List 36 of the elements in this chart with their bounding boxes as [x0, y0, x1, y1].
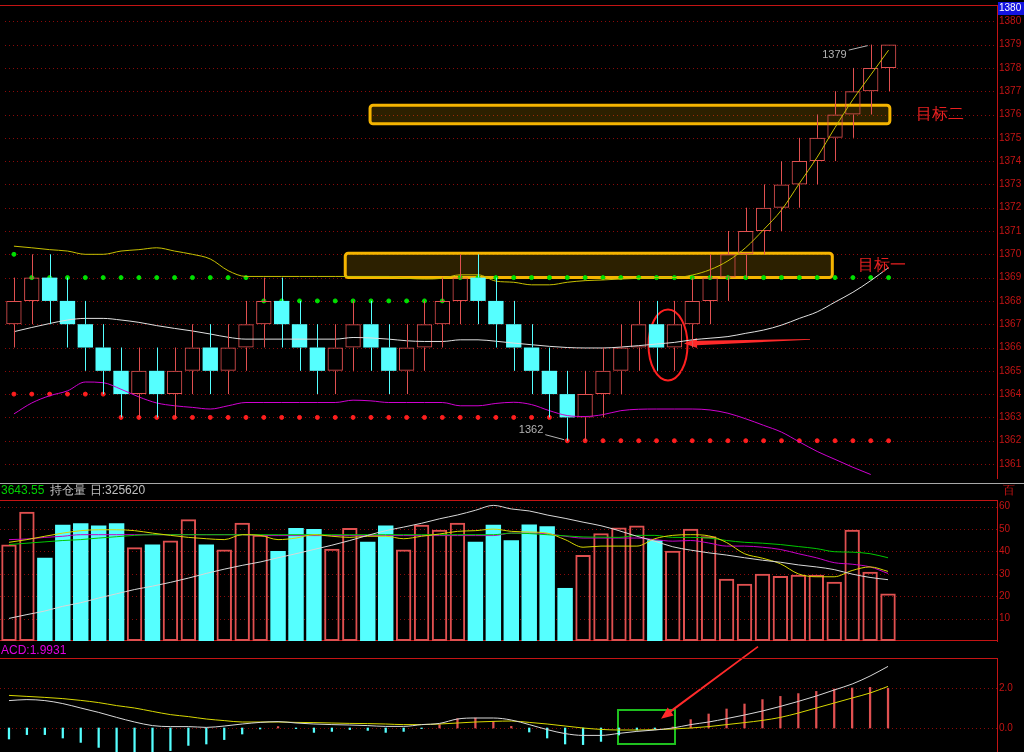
text: 持仓量 日:325620 — [50, 483, 146, 498]
annotation: 1362 — [518, 422, 544, 435]
y-tick-label: 60 — [999, 500, 1011, 512]
y-tick-label: 1367 — [999, 317, 1022, 329]
band-label: 目标一 — [858, 255, 907, 273]
y-tick-label: 20 — [999, 589, 1011, 601]
y-tick-label: 1363 — [999, 411, 1022, 423]
y-tick-label: 1368 — [999, 294, 1022, 306]
y-tick-label: 1375 — [999, 131, 1022, 143]
y-tick-label: 1370 — [999, 248, 1022, 260]
y-tick-label: 30 — [999, 567, 1011, 579]
y-tick-label: 2.0 — [999, 681, 1014, 693]
annotation: 1379 — [822, 47, 847, 60]
y-tick-label: 1369 — [999, 271, 1022, 283]
y-tick-label: 1362 — [999, 434, 1022, 446]
text: ACD:1.9931 — [1, 643, 67, 658]
y-tick-label: 1365 — [999, 364, 1022, 376]
y-tick-label: 1372 — [999, 201, 1022, 213]
y-tick-label: 10 — [999, 612, 1011, 624]
y-tick-label: 1373 — [999, 178, 1022, 190]
y-tick-label: 1371 — [999, 224, 1022, 236]
y-axis-title: 百 — [1003, 483, 1015, 498]
y-tick-label: 1380 — [999, 15, 1022, 27]
y-tick-label: 0.0 — [999, 721, 1014, 733]
y-tick-label: 50 — [999, 522, 1011, 534]
y-tick-label: 1374 — [999, 154, 1022, 166]
y-tick-label: 1376 — [999, 108, 1022, 120]
y-tick-label: 1366 — [999, 341, 1022, 353]
y-tick-label: 1364 — [999, 387, 1022, 399]
band-label: 目标二 — [915, 104, 964, 122]
y-tick-label: 1378 — [999, 61, 1022, 73]
y-tick-label: 1361 — [999, 457, 1022, 469]
y-tick-label: 40 — [999, 545, 1011, 557]
y-tick-label: 1377 — [999, 84, 1022, 96]
text: 3643.55 — [1, 483, 45, 498]
y-tick-label: 1379 — [999, 38, 1022, 50]
